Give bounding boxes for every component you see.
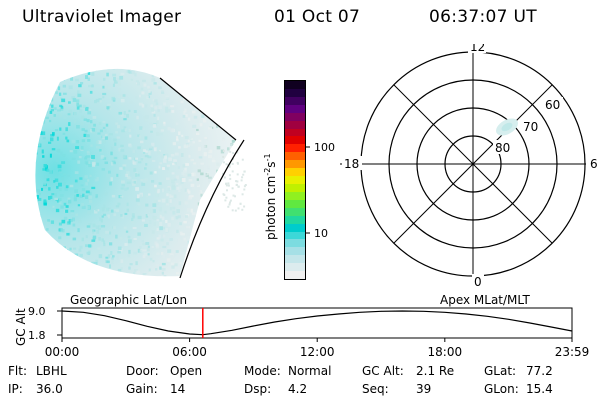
info-value: Normal [288, 364, 332, 378]
orbit-altitude-line [61, 310, 573, 336]
info-value: 14 [170, 382, 186, 396]
info-label: GLat: [484, 364, 517, 378]
mlat-label-60: 60 [545, 98, 560, 112]
colorbar-tick-10: 10 [314, 227, 328, 240]
info-value: 36.0 [36, 382, 63, 396]
orbit-plot-frame [61, 307, 573, 339]
orbit-ytick-label: 9.0 [28, 305, 46, 318]
colorbar [284, 80, 306, 280]
image-fringe [222, 150, 247, 212]
colorbar-tick-100: 100 [314, 141, 335, 154]
info-label: GC Alt: [362, 364, 404, 378]
mlt-label-12: 12 [470, 44, 485, 54]
info-value: 77.2 [526, 364, 553, 378]
info-label: Flt: [8, 364, 27, 378]
info-value: 4.2 [288, 382, 308, 396]
date-label: 01 Oct 07 [274, 7, 361, 27]
orbit-xtick-label: 23:59 [555, 345, 590, 359]
orbit-ytick-label: 1.8 [28, 329, 46, 342]
mlat-label-70: 70 [523, 120, 538, 134]
limb-line-upper [159, 77, 237, 141]
limb-line-lower [179, 139, 245, 279]
orbit-xtick-label: 06:00 [172, 345, 207, 359]
info-label: IP: [8, 382, 23, 396]
mlt-label-6: 6 [590, 157, 598, 171]
orbit-xtick-label: 18:00 [428, 345, 463, 359]
orbit-xtick-label: 12:00 [300, 345, 335, 359]
info-value: LBHL [36, 364, 67, 378]
image-speckles [35, 68, 236, 277]
orbit-plot: 9.0 1.8 00:00 06:00 12:00 18:00 23:59 [28, 305, 590, 359]
info-label: Mode: [244, 364, 281, 378]
info-label: Gain: [126, 382, 158, 396]
mlat-label-80: 80 [495, 141, 510, 155]
time-label: 06:37:07 UT [429, 7, 537, 27]
mlt-label-0: 0 [474, 275, 482, 289]
polar-plot: 12 6 0 18 60 70 80 [340, 44, 600, 289]
colorbar-axis: 100 10 [306, 141, 335, 240]
info-value: 15.4 [526, 382, 553, 396]
mlt-label-18: 18 [344, 157, 359, 171]
plot-left-label: Geographic Lat/Lon [70, 293, 188, 307]
info-value: Open [170, 364, 203, 378]
info-value: 2.1 Re [416, 364, 455, 378]
info-label: Seq: [362, 382, 389, 396]
polar-diag-2 [393, 84, 553, 244]
info-label: Door: [126, 364, 159, 378]
info-value: 39 [416, 382, 432, 396]
colorbar-label: photon cm-2s-1 [263, 153, 278, 240]
instrument-title: Ultraviolet Imager [22, 7, 182, 27]
orbit-xtick-label: 00:00 [45, 345, 80, 359]
info-label: Dsp: [244, 382, 272, 396]
plot-right-label: Apex MLat/MLT [440, 293, 530, 307]
info-label: GLon: [484, 382, 519, 396]
